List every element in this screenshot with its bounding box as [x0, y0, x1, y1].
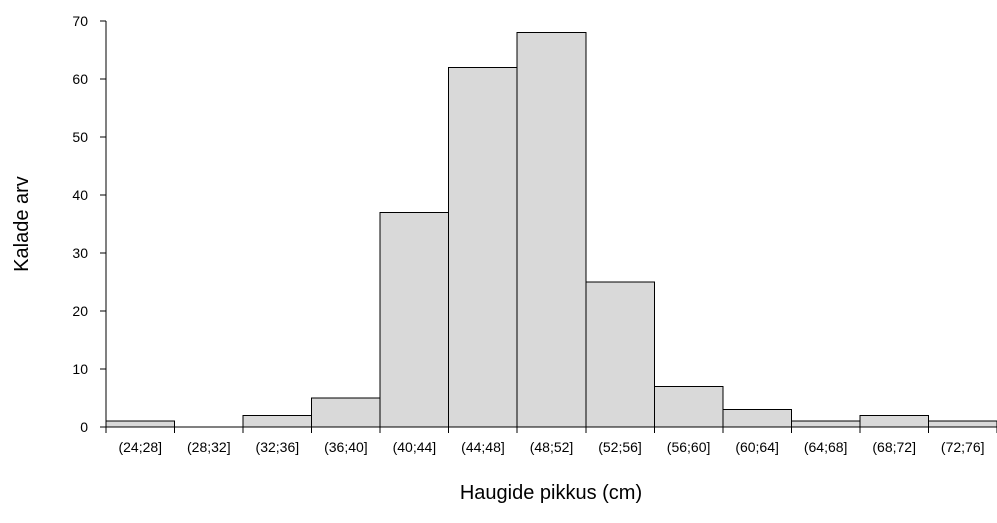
histogram-bar — [859, 414, 929, 428]
y-tick-label: 60 — [72, 71, 88, 87]
y-tick-label: 40 — [72, 187, 88, 203]
y-tick-label: 70 — [72, 13, 88, 29]
x-tick-label: (72;76] — [941, 439, 985, 455]
y-ticks-layer: 0 10 20 30 40 50 60 70 — [72, 13, 106, 435]
x-tick-label: (40;44] — [393, 439, 437, 455]
histogram-bar — [585, 281, 655, 428]
histogram-bar — [448, 66, 518, 428]
histogram-bar — [242, 414, 313, 428]
x-tick-label: (28;32] — [187, 439, 231, 455]
y-tick-label: 0 — [80, 419, 88, 435]
histogram-bar — [379, 211, 450, 428]
x-tick-label: (36;40] — [324, 439, 368, 455]
bars-layer — [105, 32, 997, 428]
x-tick-label: (32;36] — [256, 439, 300, 455]
histogram-bar — [105, 420, 176, 428]
x-tick-label: (52;56] — [598, 439, 642, 455]
axes-layer — [105, 21, 997, 428]
x-ticks-layer: (24;28] (28;32] (32;36] (36;40] (40;44] (44;4… — [105, 427, 997, 455]
x-tick-label: (24;28] — [118, 439, 162, 455]
histogram-bar — [722, 409, 792, 428]
x-tick-label: (56;60] — [667, 439, 711, 455]
x-axis-title: Haugide pikkus (cm) — [460, 482, 642, 504]
y-tick-label: 50 — [72, 129, 88, 145]
x-tick-label: (64;68] — [804, 439, 848, 455]
x-tick-label: (60;64] — [735, 439, 779, 455]
histogram-bar — [311, 397, 381, 428]
y-tick-label: 10 — [72, 361, 88, 377]
histogram-bar — [516, 32, 587, 428]
histogram-bar — [790, 420, 861, 428]
y-tick-label: 30 — [72, 245, 88, 261]
histogram-bar — [653, 385, 724, 428]
x-tick-label: (48;52] — [530, 439, 574, 455]
x-tick-label: (44;48] — [461, 439, 505, 455]
x-tick-label: (68;72] — [872, 439, 916, 455]
y-axis-title: Kalade arv — [11, 176, 33, 272]
histogram-bar — [927, 420, 997, 428]
y-tick-label: 20 — [72, 303, 88, 319]
